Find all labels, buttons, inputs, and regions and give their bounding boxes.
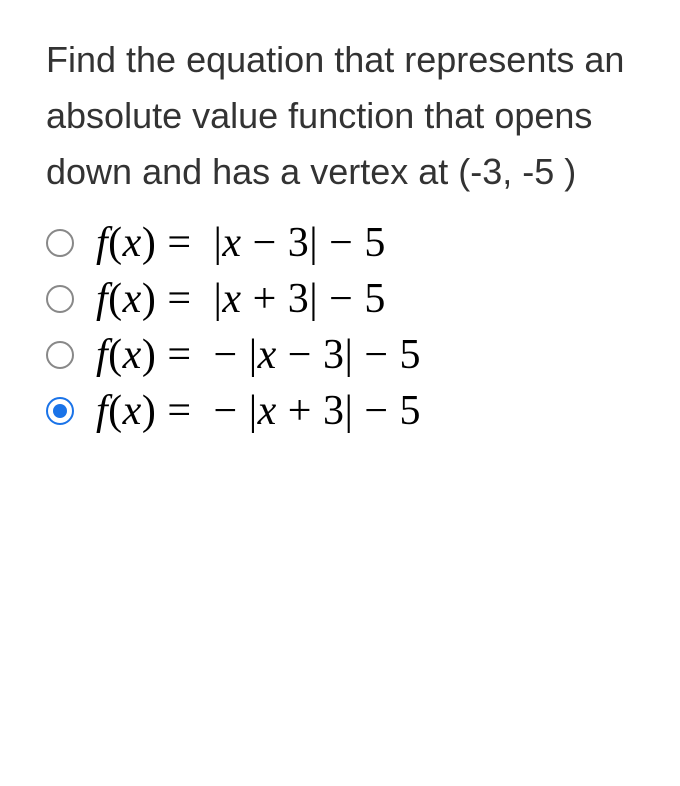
radio-icon[interactable] (46, 341, 74, 369)
radio-icon[interactable] (46, 285, 74, 313)
radio-icon[interactable] (46, 229, 74, 257)
radio-icon[interactable] (46, 397, 74, 425)
option-3[interactable]: f(x) = − |x − 3| − 5 (46, 329, 648, 381)
option-formula: f(x) = − |x − 3| − 5 (96, 331, 421, 379)
question-text: Find the equation that represents an abs… (46, 32, 648, 199)
option-formula: f(x) = − |x + 3| − 5 (96, 387, 421, 435)
option-4[interactable]: f(x) = − |x + 3| − 5 (46, 385, 648, 437)
option-formula: f(x) = |x + 3| − 5 (96, 275, 386, 323)
options-group: f(x) = |x − 3| − 5 f(x) = |x + 3| − 5 f(x)… (46, 217, 648, 437)
option-1[interactable]: f(x) = |x − 3| − 5 (46, 217, 648, 269)
option-formula: f(x) = |x − 3| − 5 (96, 219, 386, 267)
option-2[interactable]: f(x) = |x + 3| − 5 (46, 273, 648, 325)
